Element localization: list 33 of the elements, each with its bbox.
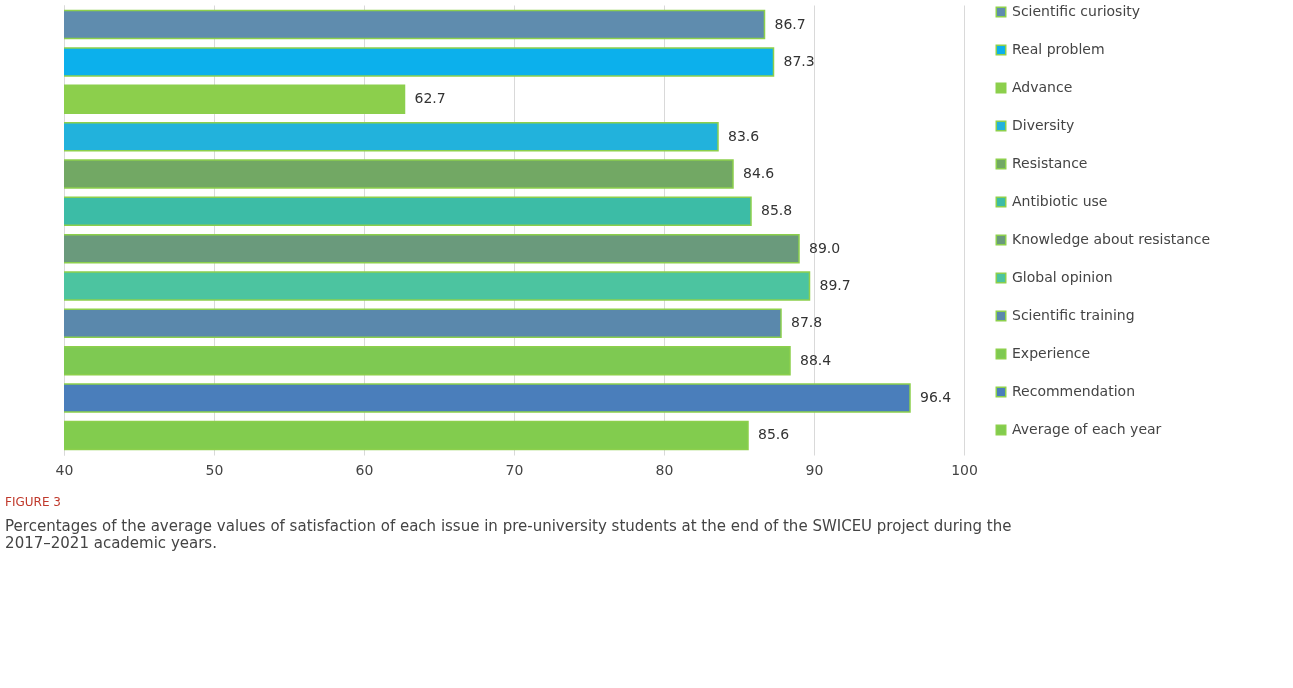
text: 89.7	[819, 277, 851, 294]
legend-label: Knowledge about resistance	[1012, 231, 1211, 247]
legend-label: Diversity	[1012, 117, 1075, 133]
x-tick-label: 100	[951, 461, 978, 478]
legend-label: Average of each year	[1012, 421, 1162, 437]
caption: FIGURE 3	[5, 495, 61, 509]
text: 87.3	[783, 52, 815, 69]
text: 85.8	[761, 202, 793, 219]
legend-label: Scientific training	[1012, 307, 1135, 323]
legend-label: Recommendation	[1012, 383, 1136, 399]
legend-label: Global opinion	[1012, 269, 1113, 285]
text: 85.6	[758, 426, 790, 443]
x-tick-label: 90	[805, 461, 824, 478]
legend-label: Resistance	[1012, 155, 1088, 171]
text: 88.4	[800, 351, 832, 368]
text: 96.4	[920, 389, 952, 406]
text: 83.6	[728, 127, 760, 144]
text: Percentages of the average values of satisfaction of each issue in pre-university students at the end of the SWICEU project during the 2017–2021 academic years.	[5, 517, 1012, 552]
legend-label: Scientific curiosity	[1012, 3, 1141, 19]
text: 86.7	[774, 15, 806, 32]
text: 84.6	[743, 164, 775, 181]
x-tick-label: 80	[655, 461, 674, 478]
legend-label: Experience	[1012, 345, 1091, 361]
legend-label: Advance	[1012, 79, 1073, 95]
x-tick-label: 40	[55, 461, 74, 478]
x-tick-label: 60	[355, 461, 374, 478]
legend-label: Real problem	[1012, 41, 1105, 57]
text: 89.0	[809, 239, 841, 256]
text: 87.8	[791, 314, 823, 331]
text: 62.7	[414, 90, 446, 107]
x-tick-label: 50	[205, 461, 224, 478]
legend-label: Antibiotic use	[1012, 193, 1108, 209]
x-tick-label: 70	[505, 461, 524, 478]
